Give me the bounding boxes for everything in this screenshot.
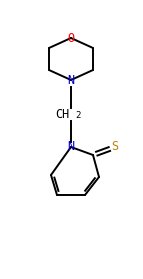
- Text: 2: 2: [75, 112, 80, 121]
- Text: N: N: [67, 73, 75, 86]
- Text: S: S: [111, 141, 119, 153]
- Text: N: N: [67, 141, 75, 153]
- Text: O: O: [67, 32, 75, 44]
- Text: CH: CH: [56, 107, 70, 121]
